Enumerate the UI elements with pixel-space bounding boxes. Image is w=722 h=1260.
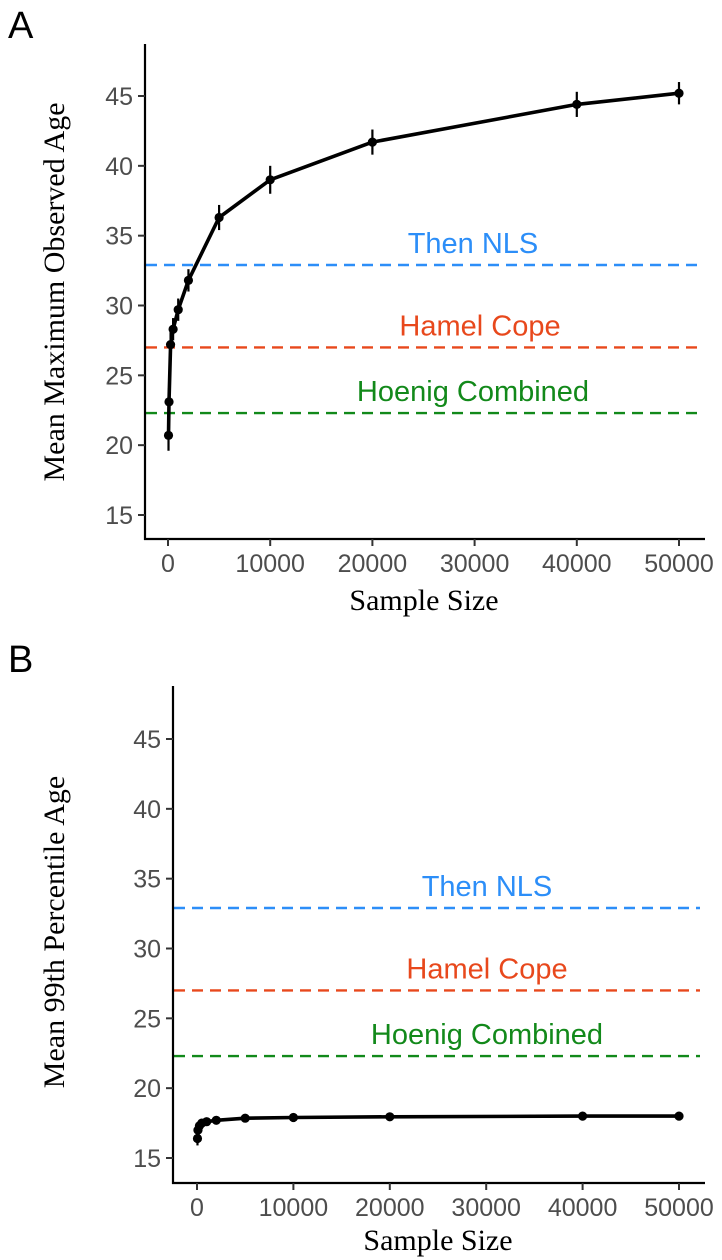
panel-b-data-point: [288, 1112, 298, 1123]
panel-b-data-point: [578, 1111, 588, 1121]
panel-a-data-point: [265, 175, 275, 185]
panel-b-x-tick-label: 20000: [355, 1194, 425, 1222]
panel-a-x-tick-label: 30000: [440, 550, 510, 578]
panel-b-data-point: [674, 1111, 684, 1121]
panel-b-y-tick-label: 30: [133, 936, 161, 964]
panel-b-y-axis-title: Mean 99th Percentile Age: [38, 776, 71, 1088]
panel-a-data-point: [183, 275, 194, 285]
panel-b-y-tick-label: 20: [133, 1075, 161, 1103]
panel-b-x-tick-label: 50000: [644, 1194, 714, 1222]
panel-b-x-axis-title: Sample Size: [363, 1224, 512, 1257]
panel-b-series: [192, 1111, 684, 1146]
panel-a-series: [163, 82, 684, 451]
panel-a-y-tick-label: 45: [105, 83, 133, 111]
panel-b-x-tick-label: 40000: [548, 1194, 618, 1222]
panel-a-x-tick-label: 0: [161, 550, 175, 578]
panel-a-letter: A: [8, 5, 34, 47]
panel-a-ref-label-hoenig-combined: Hoenig Combined: [357, 376, 589, 408]
panel-b-x-tick-label: 30000: [451, 1194, 521, 1222]
panel-a-y-tick-label: 20: [105, 432, 133, 460]
panel-b-y-tick-label: 15: [133, 1145, 161, 1173]
panel-a-ref-label-hamel-cope: Hamel Cope: [399, 310, 560, 342]
panel-a-y-tick-label: 35: [105, 223, 133, 251]
panel-a-reference-lines: Then NLS Hamel Cope Hoenig Combined: [146, 228, 700, 415]
panel-b-letter: B: [8, 639, 33, 681]
panel-a-x-tick-label: 20000: [338, 550, 408, 578]
panel-b-ref-label-then-nls: Then NLS: [422, 871, 553, 903]
panel-b-reference-lines: Then NLS Hamel Cope Hoenig Combined: [174, 871, 700, 1058]
panel-b-data-point: [192, 1133, 203, 1144]
panel-a-data-point: [572, 99, 582, 109]
panel-a-x-ticks: 0 10000 20000 30000 40000 50000: [161, 539, 714, 578]
panel-b-data-point: [211, 1115, 221, 1125]
panel-a-data-point: [165, 340, 176, 350]
panel-a-data-point: [173, 305, 183, 315]
panel-b-data-point: [240, 1113, 250, 1123]
panel-a-data-point: [367, 137, 377, 147]
panel-b-x-tick-label: 0: [190, 1194, 204, 1222]
panel-b-y-ticks: 15 20 25 30 35 40 45: [133, 726, 173, 1173]
panel-a-y-tick-label: 15: [105, 502, 133, 530]
panel-a-data-point: [168, 324, 178, 334]
panel-b-y-tick-label: 35: [133, 866, 161, 894]
panel-b-series-line: [195, 1114, 679, 1139]
panel-b: B Then NLS Hamel Cope Hoenig Combined 15 20…: [8, 639, 714, 1257]
panel-a-data-point: [214, 212, 224, 223]
panel-a-data-point: [674, 88, 684, 98]
panel-a-y-tick-label: 25: [105, 362, 133, 390]
panel-b-y-tick-label: 40: [133, 796, 161, 824]
panel-b-ref-label-hoenig-combined: Hoenig Combined: [371, 1019, 603, 1051]
panel-a-y-tick-label: 30: [105, 293, 133, 321]
panel-a-data-point: [163, 430, 174, 440]
panel-a-y-ticks: 15 20 25 30 35 40 45: [105, 83, 145, 530]
panel-a-data-point: [164, 397, 174, 407]
panel-b-x-tick-label: 10000: [259, 1194, 329, 1222]
panel-a-y-axis-title: Mean Maximum Observed Age: [38, 102, 71, 481]
panel-b-y-tick-label: 25: [133, 1005, 161, 1033]
panel-a-x-tick-label: 40000: [542, 550, 612, 578]
panel-a-ref-label-then-nls: Then NLS: [408, 228, 539, 260]
panel-b-data-point: [385, 1112, 395, 1122]
panel-b-data-point: [202, 1117, 212, 1127]
panel-a-x-tick-label: 10000: [235, 550, 305, 578]
panel-a-x-axis-title: Sample Size: [349, 584, 498, 617]
panel-b-y-tick-label: 45: [133, 726, 161, 754]
panel-a: A Then NLS Hamel Cope Hoenig Combined 15 20…: [8, 5, 714, 617]
panel-a-y-tick-label: 40: [105, 153, 133, 181]
panel-b-ref-label-hamel-cope: Hamel Cope: [406, 953, 567, 985]
panel-a-x-tick-label: 50000: [644, 550, 714, 578]
panel-b-x-ticks: 0 10000 20000 30000 40000 50000: [190, 1183, 714, 1222]
